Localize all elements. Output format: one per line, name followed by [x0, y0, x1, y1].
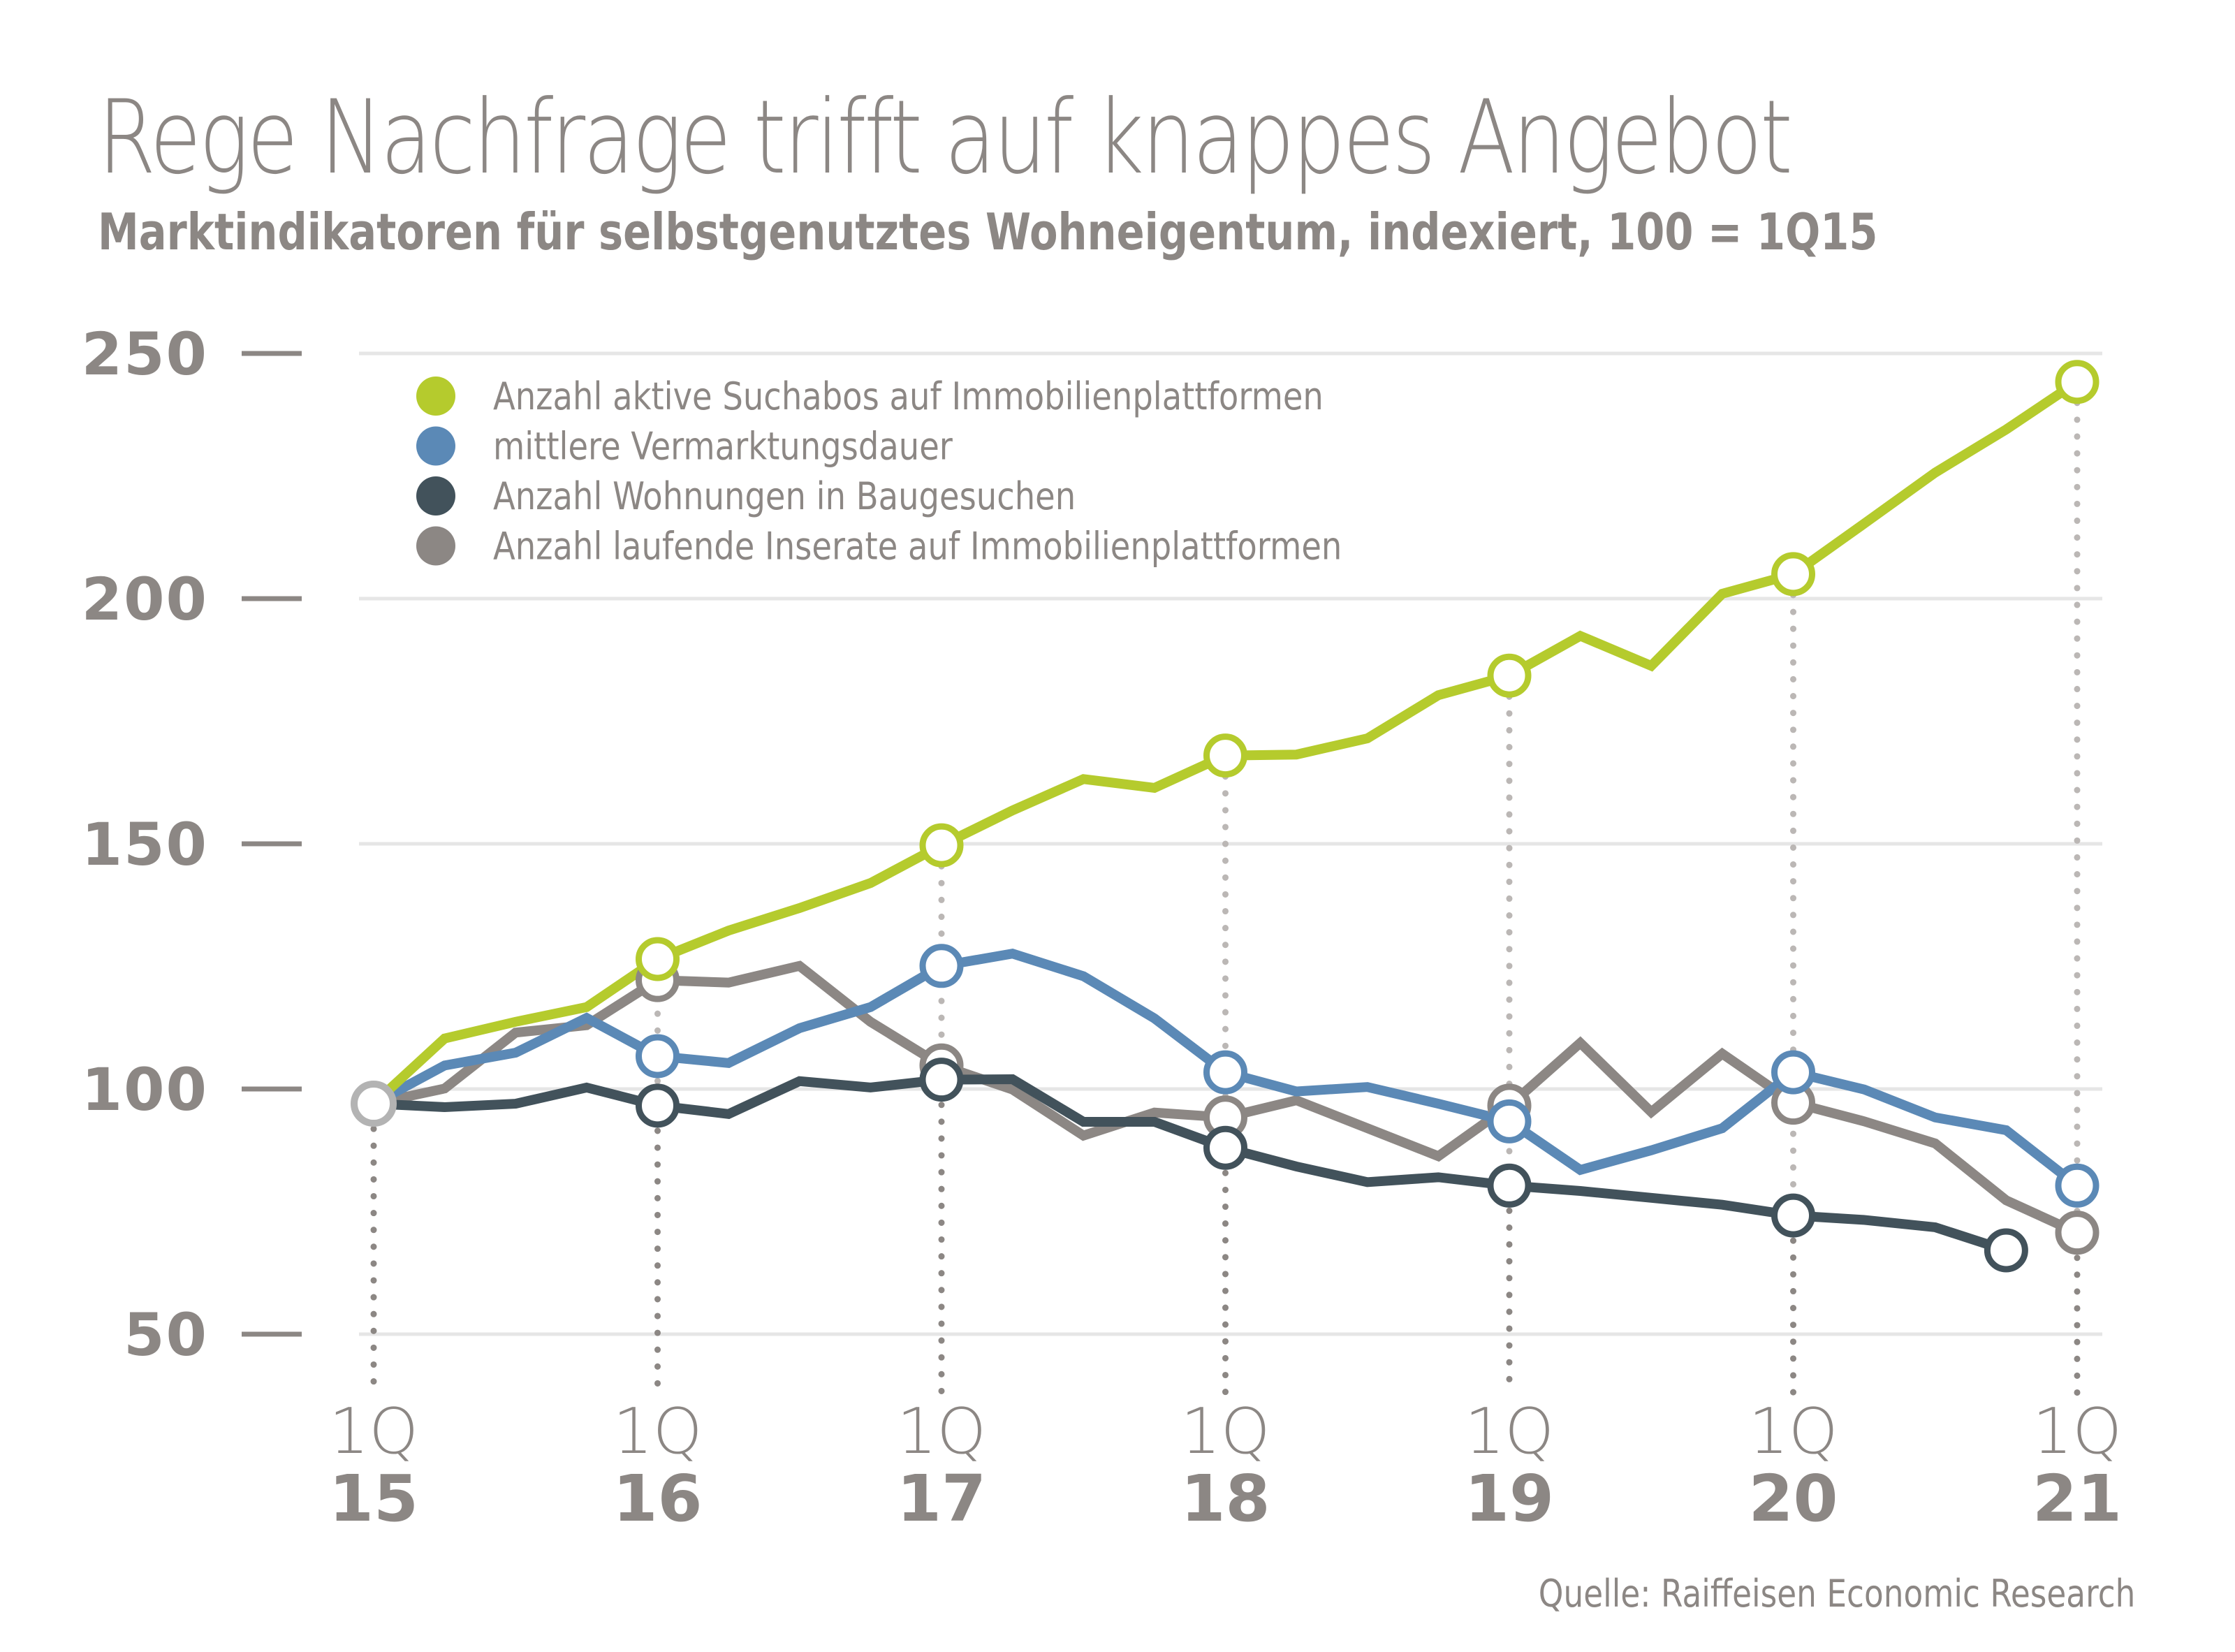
x-tick-quarter-label: 1Q — [613, 1395, 702, 1468]
x-tick-year-label: 17 — [897, 1461, 986, 1536]
legend-label: Anzahl laufende Inserate auf Immobilienp… — [493, 524, 1342, 568]
y-tick-label: 200 — [82, 565, 208, 634]
legend-swatch — [416, 426, 455, 466]
x-tick-year-label: 18 — [1180, 1461, 1270, 1536]
data-point-marker — [1771, 1193, 1815, 1238]
data-point-marker — [636, 1083, 680, 1128]
x-tick-year-label: 16 — [613, 1461, 702, 1536]
chart-subtitle: Marktindikatoren für selbstgenutztes Woh… — [98, 203, 1878, 261]
data-point-marker — [919, 823, 964, 868]
legend-swatch — [416, 476, 455, 516]
data-point-marker — [1203, 1125, 1247, 1170]
series-line — [373, 1074, 2008, 1255]
data-point-marker — [1203, 733, 1247, 778]
legend-swatch — [416, 526, 455, 566]
legend: Anzahl aktive Suchabos auf Immobilienpla… — [416, 374, 1342, 568]
data-point-marker — [636, 1034, 680, 1079]
x-tick-quarter-label: 1Q — [2032, 1395, 2122, 1468]
x-tick-quarter-label: 1Q — [1465, 1395, 1554, 1468]
x-tick-quarter-label: 1Q — [329, 1395, 418, 1468]
data-point-marker — [919, 944, 964, 988]
legend-swatch — [416, 377, 455, 416]
x-tick-quarter-label: 1Q — [897, 1395, 986, 1468]
x-tick-year-label: 19 — [1465, 1461, 1554, 1536]
legend-label: Anzahl aktive Suchabos auf Immobilienpla… — [493, 374, 1324, 418]
x-tick-year-label: 20 — [1748, 1461, 1838, 1536]
data-point-marker — [2055, 360, 2100, 404]
gridlines — [359, 351, 2102, 1336]
source-note: Quelle: Raiffeisen Economic Research — [1538, 1572, 2135, 1616]
start-point-marker — [351, 1081, 397, 1127]
x-tick-year-label: 21 — [2032, 1461, 2122, 1536]
data-point-marker — [919, 1058, 964, 1102]
data-point-marker — [1203, 1050, 1247, 1095]
data-point-marker — [1771, 1050, 1815, 1095]
y-tick-label: 150 — [82, 810, 208, 879]
legend-label: Anzahl Wohnungen in Baugesuchen — [493, 474, 1076, 518]
legend-label: mittlere Vermarktungsdauer — [493, 424, 953, 468]
y-tick-label: 50 — [124, 1301, 208, 1369]
data-point-marker — [636, 937, 680, 981]
data-point-marker — [1487, 653, 1532, 698]
data-point-marker — [1487, 1163, 1532, 1208]
year-markers — [351, 360, 2100, 1273]
y-tick-label: 250 — [82, 320, 208, 388]
data-point-marker — [2055, 1163, 2100, 1208]
data-point-marker — [1771, 552, 1815, 597]
y-axis: 50 100 150 200 250 — [82, 320, 302, 1369]
data-point-marker — [1984, 1228, 2028, 1273]
x-tick-year-label: 15 — [329, 1461, 418, 1536]
data-point-marker — [2055, 1211, 2100, 1255]
x-tick-quarter-label: 1Q — [1748, 1395, 1838, 1468]
data-point-marker — [1487, 1099, 1532, 1143]
x-tick-quarter-label: 1Q — [1180, 1395, 1270, 1468]
chart-title: Rege Nachfrage trifft auf knappes Angebo… — [98, 78, 1793, 197]
y-tick-label: 100 — [82, 1055, 208, 1124]
